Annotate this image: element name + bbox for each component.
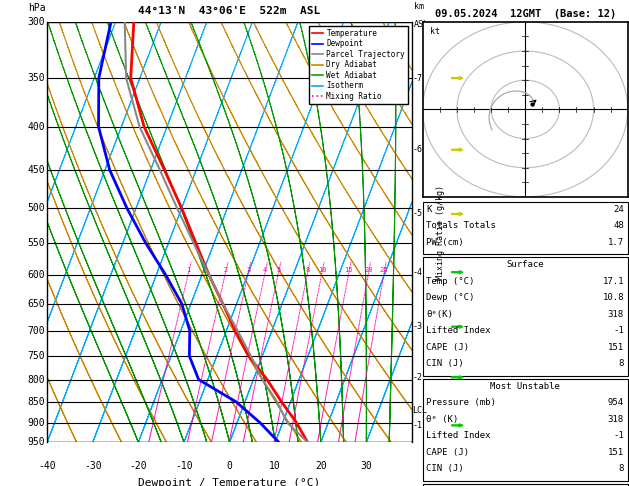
Text: Totals Totals: Totals Totals [426, 221, 496, 230]
Text: -4: -4 [413, 268, 423, 277]
Text: Pressure (mb): Pressure (mb) [426, 398, 496, 407]
Text: 954: 954 [608, 398, 624, 407]
Text: -3: -3 [413, 322, 423, 331]
Text: -1: -1 [613, 326, 624, 335]
Text: Mixing Ratio (g/kg): Mixing Ratio (g/kg) [436, 185, 445, 279]
Text: 5: 5 [276, 267, 281, 273]
Text: -40: -40 [38, 461, 56, 471]
Text: 700: 700 [28, 326, 45, 336]
Text: 20: 20 [315, 461, 326, 471]
Text: 800: 800 [28, 375, 45, 384]
Text: CIN (J): CIN (J) [426, 359, 464, 368]
Text: 4: 4 [263, 267, 267, 273]
Text: 850: 850 [28, 397, 45, 407]
Text: 24: 24 [613, 205, 624, 214]
Text: 20: 20 [364, 267, 373, 273]
Text: 8: 8 [618, 359, 624, 368]
Text: -6: -6 [413, 145, 423, 154]
Text: 950: 950 [28, 437, 45, 447]
Text: Lifted Index: Lifted Index [426, 431, 491, 440]
Text: 151: 151 [608, 343, 624, 352]
Legend: Temperature, Dewpoint, Parcel Trajectory, Dry Adiabat, Wet Adiabat, Isotherm, Mi: Temperature, Dewpoint, Parcel Trajectory… [309, 26, 408, 104]
Text: Most Unstable: Most Unstable [490, 382, 560, 391]
Text: 8: 8 [618, 464, 624, 473]
Text: -1: -1 [613, 431, 624, 440]
Text: 3: 3 [246, 267, 250, 273]
Text: 17.1: 17.1 [603, 277, 624, 286]
Text: 2: 2 [223, 267, 228, 273]
Text: km: km [414, 2, 424, 11]
Text: 0: 0 [226, 461, 233, 471]
Text: 450: 450 [28, 165, 45, 175]
Text: -7: -7 [413, 73, 423, 83]
Text: -5: -5 [413, 209, 423, 219]
Text: -20: -20 [130, 461, 147, 471]
Text: -1: -1 [413, 421, 423, 430]
Text: CAPE (J): CAPE (J) [426, 343, 469, 352]
Text: 350: 350 [28, 73, 45, 83]
Text: Dewpoint / Temperature (°C): Dewpoint / Temperature (°C) [138, 478, 321, 486]
Text: 318: 318 [608, 310, 624, 319]
Text: -10: -10 [175, 461, 193, 471]
Text: 650: 650 [28, 299, 45, 309]
Text: 8: 8 [306, 267, 309, 273]
Text: 318: 318 [608, 415, 624, 424]
Text: PW (cm): PW (cm) [426, 238, 464, 247]
Text: 10: 10 [269, 461, 281, 471]
Text: 10: 10 [318, 267, 326, 273]
Text: 600: 600 [28, 270, 45, 279]
Text: -2: -2 [413, 373, 423, 382]
Text: 15: 15 [345, 267, 353, 273]
Text: 48: 48 [613, 221, 624, 230]
Text: Lifted Index: Lifted Index [426, 326, 491, 335]
Text: 750: 750 [28, 351, 45, 361]
Text: 44°13'N  43°06'E  522m  ASL: 44°13'N 43°06'E 522m ASL [138, 5, 321, 16]
Text: 25: 25 [380, 267, 389, 273]
Text: 1: 1 [186, 267, 191, 273]
Text: 900: 900 [28, 417, 45, 428]
Text: 1.7: 1.7 [608, 238, 624, 247]
Text: 09.05.2024  12GMT  (Base: 12): 09.05.2024 12GMT (Base: 12) [435, 9, 616, 19]
Text: 550: 550 [28, 238, 45, 248]
Text: 151: 151 [608, 448, 624, 457]
Text: hPa: hPa [28, 3, 45, 14]
Text: Temp (°C): Temp (°C) [426, 277, 475, 286]
Text: ASL: ASL [414, 20, 429, 29]
Text: Surface: Surface [506, 260, 544, 269]
Text: 10.8: 10.8 [603, 293, 624, 302]
Text: 30: 30 [360, 461, 372, 471]
Text: kt: kt [430, 27, 440, 35]
Text: θᵉ (K): θᵉ (K) [426, 415, 459, 424]
Text: LCL: LCL [413, 406, 427, 415]
Text: Dewp (°C): Dewp (°C) [426, 293, 475, 302]
Text: θᵉ(K): θᵉ(K) [426, 310, 454, 319]
Text: -30: -30 [84, 461, 102, 471]
Text: -8: -8 [413, 0, 423, 1]
Text: 300: 300 [28, 17, 45, 27]
Text: 500: 500 [28, 203, 45, 213]
Text: CAPE (J): CAPE (J) [426, 448, 469, 457]
Text: 400: 400 [28, 122, 45, 132]
Text: CIN (J): CIN (J) [426, 464, 464, 473]
Text: K: K [426, 205, 432, 214]
